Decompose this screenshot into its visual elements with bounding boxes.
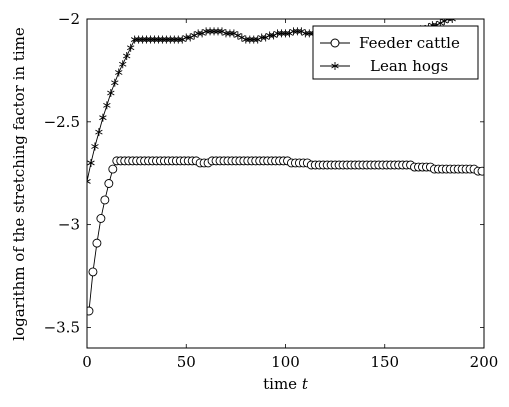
data-point-feeder-cattle: [100, 195, 110, 205]
data-point-lean-hogs-stroke: [115, 70, 123, 75]
data-point-lean-hogs: [448, 19, 456, 23]
data-point-lean-hogs: [119, 60, 127, 69]
data-point-lean-hogs-stroke: [87, 179, 91, 182]
data-point-feeder-cattle: [104, 179, 114, 188]
data-point-lean-hogs: [87, 158, 95, 167]
legend-star-marker-stroke: [331, 63, 339, 69]
data-point-lean-hogs: [91, 142, 99, 151]
data-point-lean-hogs-stroke: [285, 31, 294, 36]
data-point-lean-hogs-stroke: [107, 90, 115, 96]
series-line-feeder-cattle: [88, 160, 483, 312]
data-point-lean-hogs-stroke: [186, 35, 194, 40]
legend-marker-feeder-cattle: [330, 38, 340, 48]
data-point-feeder-cattle: [108, 164, 118, 174]
data-point-lean-hogs-stroke: [451, 19, 456, 22]
data-point-lean-hogs-stroke: [87, 180, 91, 184]
data-point-lean-hogs-stroke: [444, 19, 450, 22]
legend-box: [312, 25, 479, 80]
x-tick-label: 200: [470, 353, 499, 371]
data-point-lean-hogs-stroke: [119, 61, 127, 67]
data-point-lean-hogs-stroke: [99, 115, 107, 121]
data-point-feeder-cattle: [96, 214, 106, 223]
data-point-lean-hogs: [95, 128, 103, 137]
data-point-lean-hogs: [115, 68, 123, 77]
data-point-lean-hogs-stroke: [261, 35, 270, 40]
data-point-lean-hogs: [99, 113, 107, 122]
data-point-lean-hogs: [87, 177, 91, 186]
data-point-lean-hogs: [126, 43, 135, 52]
y-axis-label: logarithm of the stretching factor in ti…: [10, 27, 28, 341]
data-point-lean-hogs: [123, 52, 131, 61]
data-point-lean-hogs-stroke: [254, 37, 262, 42]
x-tick-label: 50: [177, 353, 196, 371]
data-point-lean-hogs-stroke: [178, 37, 186, 42]
data-point-lean-hogs-stroke: [91, 144, 99, 149]
x-tick-label: 0: [82, 353, 92, 371]
x-axis-label-var: t: [302, 375, 309, 393]
data-point-lean-hogs-stroke: [440, 19, 448, 24]
x-axis-label: time t: [263, 375, 309, 393]
data-point-lean-hogs-stroke: [103, 102, 111, 108]
data-point-lean-hogs: [103, 101, 111, 110]
data-point-lean-hogs-stroke: [190, 33, 198, 38]
x-axis-label-text: time: [263, 375, 297, 393]
data-point-lean-hogs-stroke: [198, 31, 206, 36]
tick-layer: 0 50 100 150 200 −3.5 −3 −2.5 −2: [44, 10, 499, 371]
data-point-lean-hogs-stroke: [95, 129, 103, 135]
legend-label-feeder-cattle: Feeder cattle: [359, 34, 460, 52]
y-tick-label: −3.5: [44, 318, 80, 336]
x-tick-label: 150: [370, 353, 399, 371]
data-point-lean-hogs-stroke: [436, 20, 445, 26]
data-point-lean-hogs-stroke: [111, 80, 119, 86]
y-tick-label: −3: [58, 216, 80, 234]
data-point-feeder-cattle: [92, 238, 102, 248]
data-point-feeder-cattle: [88, 267, 98, 277]
legend: Feeder cattle Lean hogs: [312, 25, 479, 80]
legend-label-lean-hogs: Lean hogs: [370, 57, 448, 75]
data-point-lean-hogs-stroke: [448, 19, 454, 22]
y-tick-label: −2: [58, 10, 80, 28]
legend-marker-lean-hogs: [331, 62, 339, 70]
x-tick-label: 100: [271, 353, 300, 371]
data-point-lean-hogs: [111, 78, 119, 87]
data-point-feeder-cattle: [87, 306, 94, 316]
legend-star-marker: [331, 62, 339, 70]
data-point-lean-hogs-stroke: [87, 160, 95, 166]
data-point-lean-hogs-stroke: [269, 33, 278, 38]
data-point-feeder-cattle: [477, 166, 484, 176]
data-point-lean-hogs-stroke: [123, 53, 131, 59]
y-tick-label: −2.5: [44, 113, 80, 131]
series-layer: [87, 19, 484, 316]
data-point-lean-hogs: [107, 89, 115, 98]
data-point-lean-hogs-stroke: [126, 45, 135, 51]
